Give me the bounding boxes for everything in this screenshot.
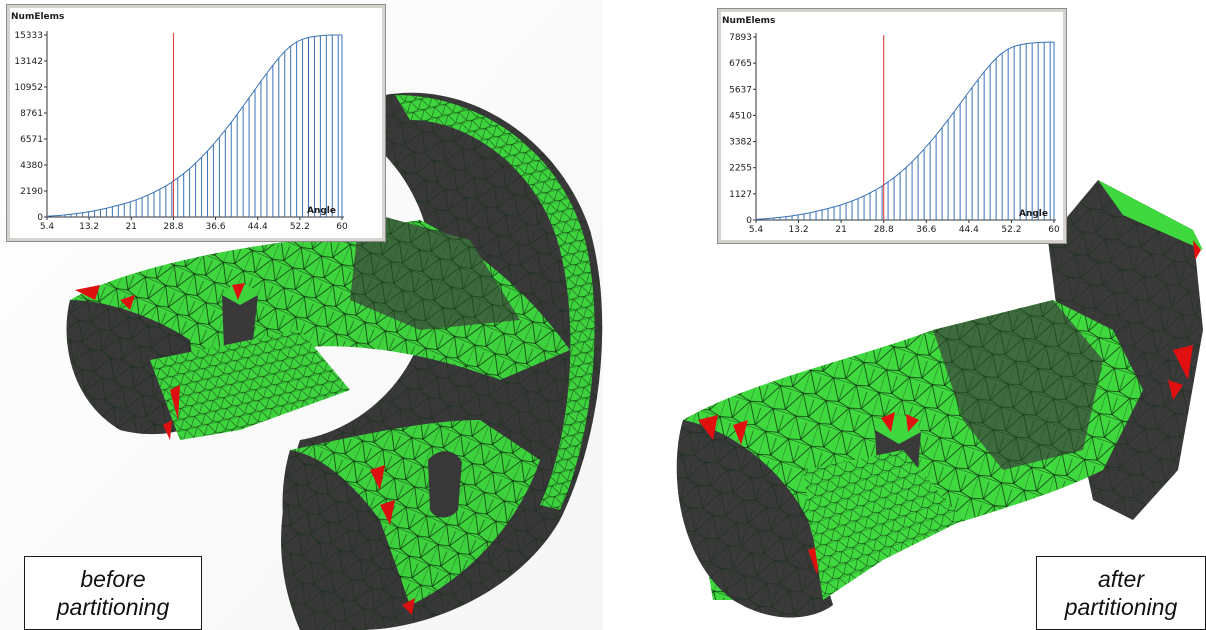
y-tick-label: 0 bbox=[746, 216, 752, 226]
x-tick-label: 44.4 bbox=[959, 225, 979, 235]
y-tick-label: 13142 bbox=[14, 57, 43, 67]
y-tick-label: 6571 bbox=[20, 135, 43, 145]
y-tick-label: 3382 bbox=[729, 138, 752, 148]
x-tick-label: 44.4 bbox=[248, 222, 268, 232]
y-tick-label: 2255 bbox=[729, 164, 752, 174]
caption-after-line-2: partitioning bbox=[1064, 594, 1178, 620]
caption-before: before partitioning bbox=[24, 556, 202, 630]
after-scene: NumElems 0 1127 2255 3382 4510 5637 6765 7893 5.4… bbox=[603, 0, 1206, 630]
x-tick-label: 36.6 bbox=[916, 225, 936, 235]
y-axis-title: NumElems bbox=[722, 16, 775, 26]
y-tick-label: 8761 bbox=[20, 109, 43, 119]
caption-after-line-1: after bbox=[1097, 566, 1145, 592]
x-tick-label: 5.4 bbox=[40, 222, 55, 232]
histogram-chart-before: NumElems 0 2190 4380 6571 8761 10952 13142 15333… bbox=[11, 12, 348, 232]
y-tick-label: 2190 bbox=[20, 187, 43, 197]
mesh-render-after bbox=[676, 180, 1203, 618]
caption-after: after partitioning bbox=[1036, 556, 1206, 630]
x-tick-label: 5.4 bbox=[749, 225, 764, 235]
caption-before-line-2: partitioning bbox=[56, 594, 170, 620]
x-tick-label: 60 bbox=[336, 222, 348, 232]
x-tick-label: 21 bbox=[835, 225, 846, 235]
y-tick-label: 0 bbox=[37, 213, 43, 223]
x-tick-label: 28.8 bbox=[163, 222, 183, 232]
x-tick-label: 60 bbox=[1048, 225, 1060, 235]
histogram-chart-after: NumElems 0 1127 2255 3382 4510 5637 6765 7893 5.4… bbox=[722, 16, 1060, 235]
histogram-outline bbox=[755, 41, 1054, 220]
histogram-panel-after: NumElems 0 1127 2255 3382 4510 5637 6765 7893 5.4… bbox=[717, 8, 1067, 244]
y-axis-title: NumElems bbox=[11, 12, 64, 22]
x-tick-label: 13.2 bbox=[789, 225, 809, 235]
y-tick-label: 7893 bbox=[729, 33, 752, 43]
mesh-render-before bbox=[0, 0, 603, 630]
x-tick-label: 13.2 bbox=[79, 222, 99, 232]
caption-before-line-1: before bbox=[80, 566, 146, 592]
before-scene: NumElems 0 2190 4380 6571 8761 10952 13142 15333… bbox=[0, 0, 603, 630]
y-tick-label: 1127 bbox=[729, 190, 752, 200]
x-tick-label: 36.6 bbox=[206, 222, 226, 232]
x-axis-title: Angle bbox=[1019, 209, 1048, 219]
x-axis-title: Angle bbox=[307, 206, 336, 216]
y-tick-label: 4380 bbox=[20, 161, 43, 171]
y-tick-label: 4510 bbox=[729, 111, 752, 121]
x-tick-label: 52.2 bbox=[1001, 225, 1021, 235]
histogram-panel-before: NumElems 0 2190 4380 6571 8761 10952 13142 15333… bbox=[6, 4, 386, 242]
histogram-outline bbox=[46, 34, 342, 217]
y-tick-label: 5637 bbox=[729, 85, 752, 95]
x-tick-label: 52.2 bbox=[290, 222, 310, 232]
y-tick-label: 10952 bbox=[14, 83, 43, 93]
x-tick-label: 21 bbox=[126, 222, 137, 232]
x-tick-label: 28.8 bbox=[874, 225, 894, 235]
y-tick-label: 15333 bbox=[14, 31, 43, 41]
y-tick-label: 6765 bbox=[729, 59, 752, 69]
